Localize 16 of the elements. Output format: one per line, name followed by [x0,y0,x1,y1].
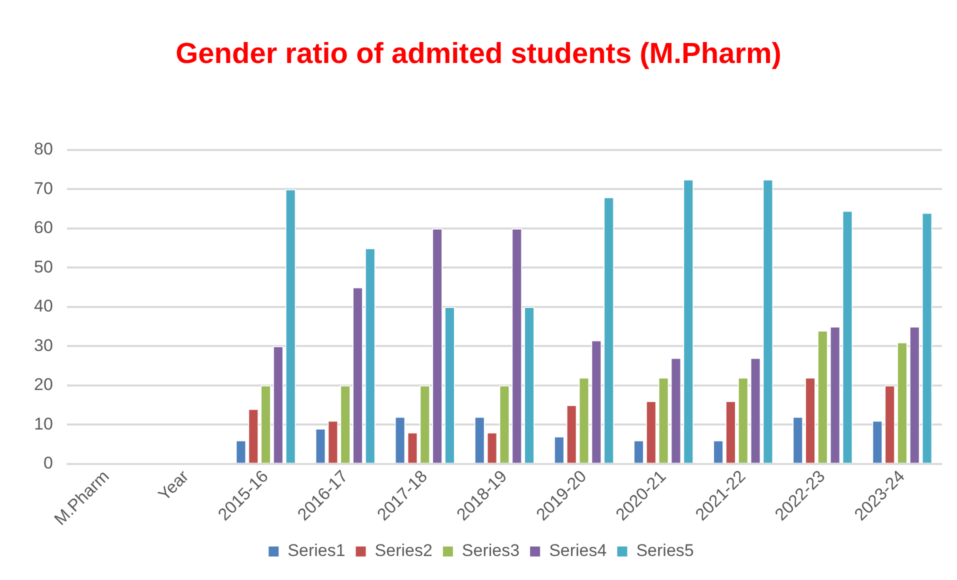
legend-label: Series2 [374,541,432,560]
y-tick-label: 10 [34,414,53,434]
y-tick-label: 80 [34,140,53,159]
y-tick-label: 30 [34,336,53,355]
chart-title: Gender ratio of admited students (M.Pharm) [174,38,782,71]
legend-label: Series1 [288,541,346,560]
y-tick-label: 60 [34,218,53,238]
y-tick-label: 40 [34,296,53,316]
y-tick-label: 70 [34,178,53,198]
x-tick-label: Year [154,466,193,504]
legend-label: Series3 [462,541,520,560]
y-tick-label: 20 [34,375,53,394]
legend-label: Series4 [549,541,607,560]
legend-label: Series5 [636,541,694,560]
y-tick-label: 50 [34,257,53,276]
y-tick-label: 0 [43,454,53,473]
